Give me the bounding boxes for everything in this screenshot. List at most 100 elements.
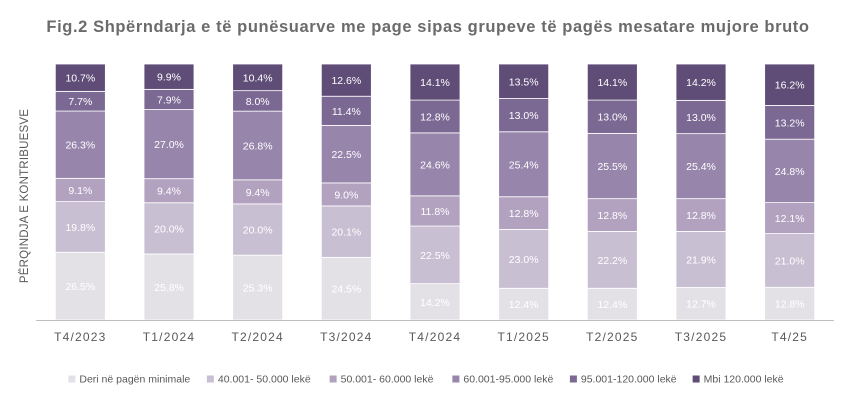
data-label-3-2: 26.8% [243,140,273,152]
legend-label-5: Mbi 120.000 lekë [704,374,784,386]
data-label-0-8: 12.8% [775,299,805,311]
data-label-2-7: 12.8% [686,210,716,222]
data-label-4-5: 13.0% [509,110,539,122]
bar-segment-3-4 [409,132,461,197]
data-label-1-2: 20.0% [243,225,273,237]
bar-segment-4-7 [675,99,727,135]
data-label-3-7: 25.4% [686,161,716,173]
bar-segment-3-2 [232,110,284,181]
data-label-4-3: 11.4% [332,106,361,118]
data-label-0-6: 12.4% [597,299,627,311]
legend-swatch-3 [452,375,460,383]
bar-segment-1-2 [232,203,284,256]
bar-segment-3-8 [764,138,816,204]
data-label-0-0: 26.5% [65,281,95,293]
bar-segment-3-1 [143,109,195,180]
x-tick-label: T2/2024 [231,330,283,344]
bar-segment-0-7 [675,287,727,321]
bar-segment-1-4 [409,225,461,285]
bar-segment-5-2 [232,63,284,92]
data-label-2-6: 12.8% [597,210,627,222]
legend-label-1: 40.001- 50.000 lekë [218,374,311,386]
data-label-5-2: 10.4% [243,72,273,84]
x-tick-label: T4/25 [771,330,808,344]
data-label-0-5: 12.4% [509,299,539,311]
bar-segment-3-7 [675,133,727,200]
data-label-3-6: 25.5% [597,161,627,173]
data-label-2-3: 9.0% [334,189,358,201]
bar-segment-0-6 [586,287,638,321]
legend-label-4: 95.001-120.000 lekë [581,374,677,386]
y-axis-label: PËRQINDJA E KONTRIBUESVE [19,109,31,283]
bar-segment-4-8 [764,105,816,140]
bar-segment-5-0 [54,63,106,92]
data-label-1-7: 21.9% [686,254,716,266]
bar-segment-2-7 [675,198,727,232]
chart-title: Fig.2 Shpërndarja e të punësuarve me pag… [46,18,810,36]
data-label-3-0: 26.3% [65,140,95,152]
bar-segment-3-6 [586,132,638,200]
legend-label-3: 60.001-95.000 lekë [463,374,553,386]
data-label-2-0: 9.1% [68,185,92,197]
data-label-0-2: 25.3% [243,283,273,295]
data-label-4-8: 13.2% [775,117,805,129]
data-label-4-7: 13.0% [686,112,716,124]
bar-segment-5-5 [498,63,550,99]
bar-segment-3-3 [320,124,372,184]
bar-segment-1-5 [498,229,550,289]
data-label-5-5: 13.5% [509,76,539,88]
data-label-4-6: 13.0% [597,112,627,124]
data-label-2-2: 9.4% [246,187,270,199]
bar-segment-0-2 [232,254,284,321]
x-tick-label: T3/2025 [675,330,727,344]
bar-segment-1-7 [675,231,727,288]
bar-segment-3-5 [498,131,550,198]
x-tick-label: T3/2024 [320,330,372,344]
data-label-5-4: 14.1% [420,77,450,89]
bar-segment-2-6 [586,198,638,232]
bar-segment-2-5 [498,196,550,230]
data-label-1-1: 20.0% [154,223,184,235]
legend-swatch-1 [206,375,214,383]
x-tick-label: T1/2025 [497,330,549,344]
data-label-0-4: 14.2% [420,297,450,309]
bar-segment-1-6 [586,231,638,289]
data-label-0-1: 25.8% [154,282,184,294]
data-label-3-8: 24.8% [775,166,805,178]
bar-segment-5-6 [586,63,638,101]
bar-segment-2-2 [232,179,284,205]
data-label-1-4: 22.5% [420,250,450,262]
data-label-4-0: 7.7% [68,96,92,108]
bar-segment-1-1 [143,202,195,255]
bar-segment-5-8 [764,63,816,106]
bar-segment-1-0 [54,201,106,253]
data-label-1-8: 21.0% [775,255,805,267]
bar-segment-1-3 [320,205,372,258]
data-label-4-4: 12.8% [420,111,450,123]
x-tick-label: T2/2025 [586,330,638,344]
bar-segment-5-1 [143,63,195,90]
bar-segment-4-6 [586,99,638,134]
legend-swatch-5 [692,375,700,383]
bar-segment-2-1 [143,178,195,204]
bar-segment-2-4 [409,195,461,227]
data-label-5-6: 14.1% [597,77,627,89]
bar-segment-0-0 [54,251,106,321]
bar-segment-3-0 [54,110,106,179]
data-label-2-1: 9.4% [157,186,181,198]
bar-segment-2-8 [764,202,816,234]
x-tick-label: T4/2024 [409,330,461,344]
data-label-5-8: 16.2% [775,80,805,92]
data-label-2-4: 11.8% [421,206,450,218]
bar-segment-5-7 [675,63,727,101]
bar-segment-4-4 [409,99,461,134]
legend-swatch-0 [68,375,76,383]
data-label-4-2: 8.0% [246,96,270,108]
bar-segment-5-3 [320,63,372,97]
legend-swatch-2 [329,375,337,383]
data-label-5-7: 14.2% [686,77,716,89]
data-label-1-3: 20.1% [331,227,361,239]
bar-segment-1-8 [764,233,816,288]
data-label-1-5: 23.0% [509,254,539,266]
data-label-5-0: 10.7% [65,73,95,85]
